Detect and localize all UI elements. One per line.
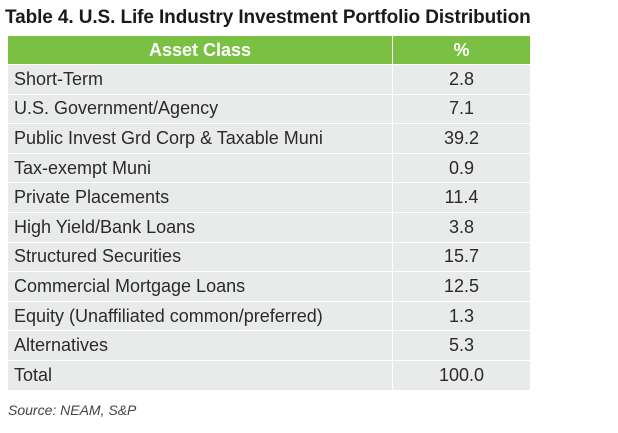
percent-cell: 0.9 [392,152,531,184]
percent-cell: 5.3 [392,330,531,361]
asset-class-cell: High Yield/Bank Loans [7,211,393,243]
table-row: Structured Securities 15.7 [7,241,531,273]
percent-cell: 1.3 [392,300,531,332]
portfolio-table: Asset Class % Short-Term 2.8 U.S. Govern… [7,35,531,391]
percent-cell: 11.4 [392,182,531,213]
asset-class-cell: Equity (Unaffiliated common/preferred) [7,300,393,332]
table-row: Short-Term 2.8 [7,64,531,95]
table-row: U.S. Government/Agency 7.1 [7,93,531,125]
asset-class-cell: U.S. Government/Agency [7,93,393,125]
table-row: Private Placements 11.4 [7,182,531,213]
asset-class-cell: Total [7,359,393,391]
table-row: Commercial Mortgage Loans 12.5 [7,271,531,302]
source-note: Source: NEAM, S&P [8,402,137,418]
percent-cell: 39.2 [392,123,531,154]
percent-cell: 7.1 [392,93,531,125]
table-row: Tax-exempt Muni 0.9 [7,152,531,184]
asset-class-cell: Private Placements [7,182,393,213]
table-row: High Yield/Bank Loans 3.8 [7,211,531,243]
table-row: Public Invest Grd Corp & Taxable Muni 39… [7,123,531,154]
header-asset-class: Asset Class [7,35,393,65]
asset-class-cell: Short-Term [7,64,393,95]
percent-cell: 2.8 [392,64,531,95]
table-row: Equity (Unaffiliated common/preferred) 1… [7,300,531,332]
percent-cell: 12.5 [392,271,531,302]
total-row: Total 100.0 [7,359,531,391]
table-row: Alternatives 5.3 [7,330,531,361]
asset-class-cell: Commercial Mortgage Loans [7,271,393,302]
table-header-row: Asset Class % [7,35,531,65]
asset-class-cell: Structured Securities [7,241,393,273]
table-title: Table 4. U.S. Life Industry Investment P… [5,7,531,28]
percent-cell: 15.7 [392,241,531,273]
asset-class-cell: Public Invest Grd Corp & Taxable Muni [7,123,393,154]
header-percent: % [392,35,531,65]
asset-class-cell: Alternatives [7,330,393,361]
percent-cell: 100.0 [392,359,531,391]
percent-cell: 3.8 [392,211,531,243]
asset-class-cell: Tax-exempt Muni [7,152,393,184]
